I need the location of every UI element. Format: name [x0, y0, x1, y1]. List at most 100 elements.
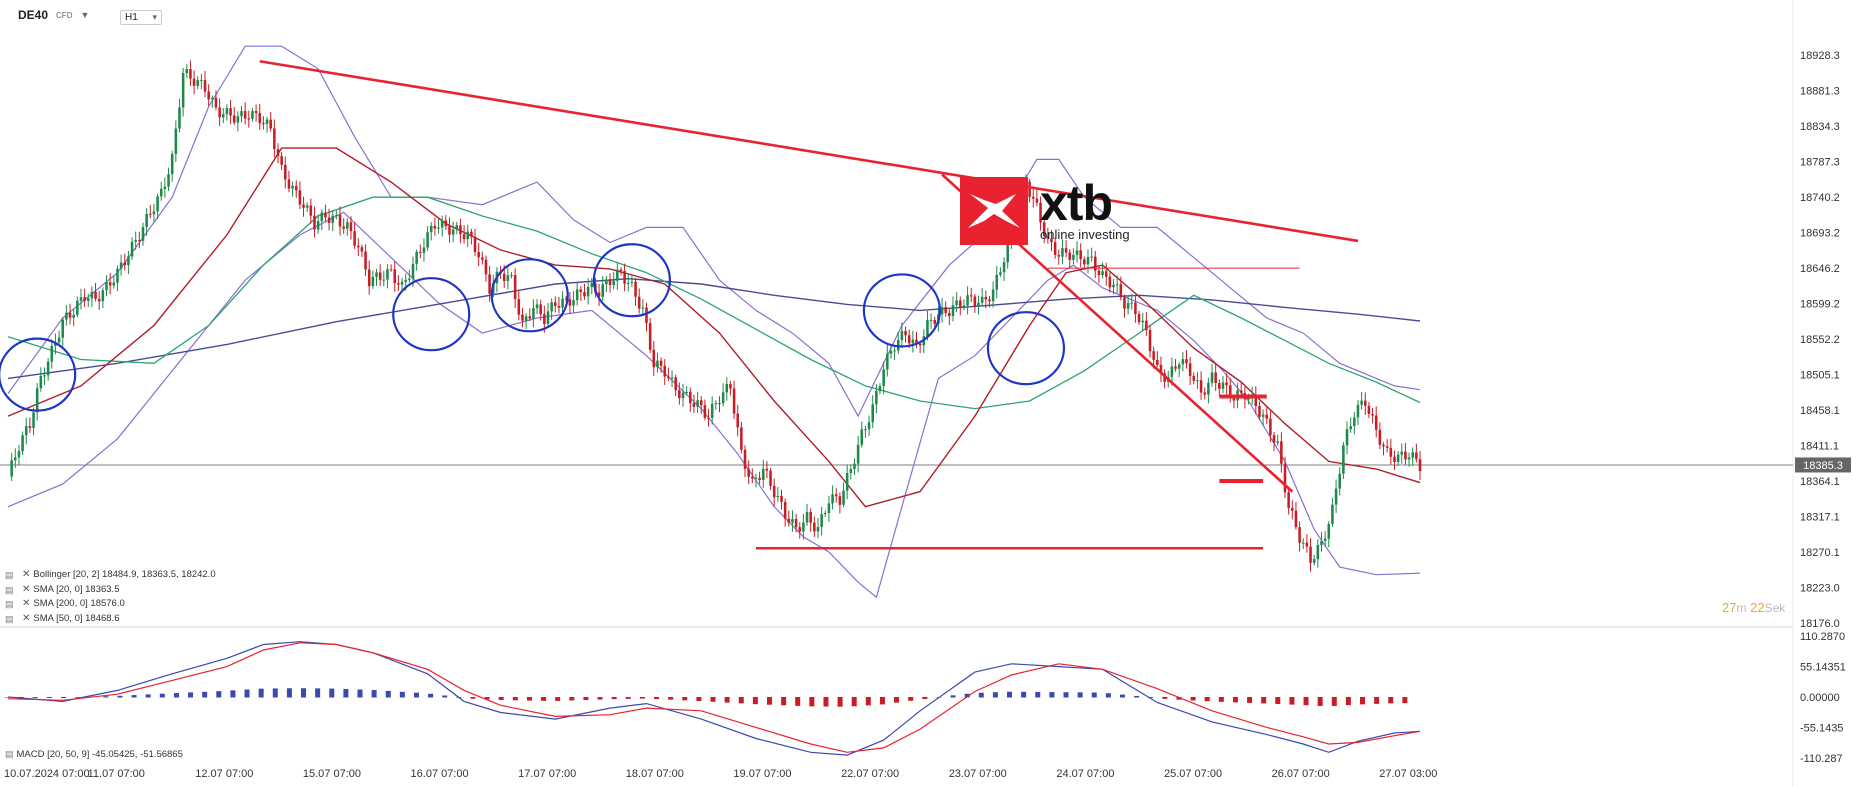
candle	[517, 290, 521, 321]
circle-annotation[interactable]	[490, 258, 569, 333]
x-tick: 25.07 07:00	[1164, 768, 1222, 780]
price-tick: 18505.1	[1800, 370, 1840, 382]
chevron-down-icon[interactable]: ▼	[80, 10, 90, 20]
close-icon[interactable]: ✕	[22, 598, 31, 609]
x-tick: 17.07 07:00	[518, 768, 576, 780]
circle-annotation[interactable]	[862, 273, 942, 348]
macd-bar	[1317, 697, 1323, 706]
settings-icon[interactable]: ▤	[5, 584, 14, 595]
legend-sma50[interactable]: ▤ ✕ SMA [50, 0] 18468.6	[5, 612, 216, 627]
candle	[83, 288, 86, 308]
x-tick: 19.07 07:00	[733, 768, 791, 780]
indicator-legend: ▤ ✕ Bollinger [20, 2] 18484.9, 18363.5, 18…	[5, 568, 216, 626]
candle	[1305, 534, 1309, 553]
close-icon[interactable]: ✕	[22, 612, 31, 624]
candle	[1338, 467, 1342, 496]
macd-bar	[1190, 697, 1196, 701]
candle	[630, 275, 634, 287]
legend-bollinger[interactable]: ▤ ✕ Bollinger [20, 2] 18484.9, 18363.5, 18…	[5, 568, 216, 583]
candle	[1360, 392, 1363, 410]
candle	[1156, 351, 1159, 368]
x-tick: 15.07 07:00	[303, 768, 361, 780]
candle	[1039, 196, 1042, 231]
price-tick: 18834.3	[1800, 121, 1840, 133]
candle	[331, 210, 335, 231]
candle	[659, 357, 663, 373]
symbol[interactable]: DE40	[18, 8, 49, 22]
candle	[1309, 538, 1312, 572]
candle	[714, 400, 718, 410]
candle	[284, 156, 287, 189]
annotations[interactable]	[0, 59, 1359, 550]
price-tick: 18787.3	[1800, 156, 1840, 168]
settings-icon[interactable]: ▤	[5, 613, 14, 624]
candle	[999, 267, 1002, 278]
candle	[149, 204, 152, 219]
candle	[586, 278, 590, 305]
candle	[948, 308, 951, 326]
candle	[721, 383, 725, 407]
macd-tick: -55.1435	[1800, 723, 1843, 735]
macd-bar	[894, 697, 900, 703]
candle	[356, 238, 360, 257]
timeframe-value: H1	[125, 12, 138, 23]
candle	[152, 203, 156, 223]
candle	[294, 180, 298, 198]
settings-icon[interactable]: ▤	[5, 749, 14, 759]
macd-bar	[103, 696, 109, 698]
candle	[375, 268, 378, 286]
candle	[886, 344, 889, 377]
candle	[729, 380, 732, 396]
candle	[389, 264, 393, 272]
candle	[1053, 237, 1057, 259]
candle	[864, 425, 867, 438]
candle	[1389, 438, 1393, 465]
candle	[838, 492, 842, 514]
settings-icon[interactable]: ▤	[5, 599, 14, 609]
candle	[378, 264, 382, 286]
candle	[141, 222, 145, 246]
close-icon[interactable]: ✕	[22, 583, 31, 595]
candle	[605, 275, 608, 293]
circle-annotation[interactable]	[592, 243, 672, 318]
candle	[1072, 248, 1075, 265]
circle-annotation[interactable]	[392, 277, 471, 352]
x-tick: 22.07 07:00	[841, 768, 899, 780]
candle	[1221, 376, 1225, 394]
candle	[189, 60, 192, 86]
close-icon[interactable]: ✕	[22, 569, 31, 580]
legend-sma200[interactable]: ▤ ✕ SMA [200, 0] 18576.0	[5, 597, 216, 612]
xtb-logo: xtb online investing	[960, 175, 1140, 247]
bollinger-lower	[7, 211, 1421, 599]
candle	[1079, 243, 1082, 268]
macd-bar	[60, 697, 66, 699]
macd-bar	[1148, 697, 1154, 698]
macd-bar	[1035, 691, 1041, 698]
candle	[1185, 350, 1188, 369]
candle	[1272, 432, 1276, 452]
macd-bar	[258, 688, 264, 698]
candle	[258, 103, 262, 130]
circle-annotation[interactable]	[986, 311, 1066, 386]
candle	[451, 221, 455, 243]
candle	[725, 377, 729, 401]
circle-annotation[interactable]	[0, 337, 77, 412]
timeframe-select[interactable]: H1 ▾	[120, 10, 162, 25]
trendline-line[interactable]	[259, 59, 1359, 243]
macd-bar	[46, 697, 52, 699]
settings-icon[interactable]: ▤	[5, 570, 14, 580]
candle	[834, 488, 838, 503]
legend-sma20[interactable]: ▤ ✕ SMA [20, 0] 18363.5	[5, 583, 216, 598]
candle	[1101, 262, 1104, 279]
candle	[590, 278, 594, 295]
candle	[601, 276, 604, 301]
timer-minutes: 27	[1722, 600, 1737, 615]
candle	[145, 207, 148, 237]
candle	[692, 394, 696, 414]
candle	[68, 303, 72, 325]
macd-legend[interactable]: ▤ MACD [20, 50, 9] -45.05425, -51.56865	[5, 749, 183, 760]
candle	[988, 295, 991, 308]
instrument-type: CFD	[56, 10, 73, 20]
